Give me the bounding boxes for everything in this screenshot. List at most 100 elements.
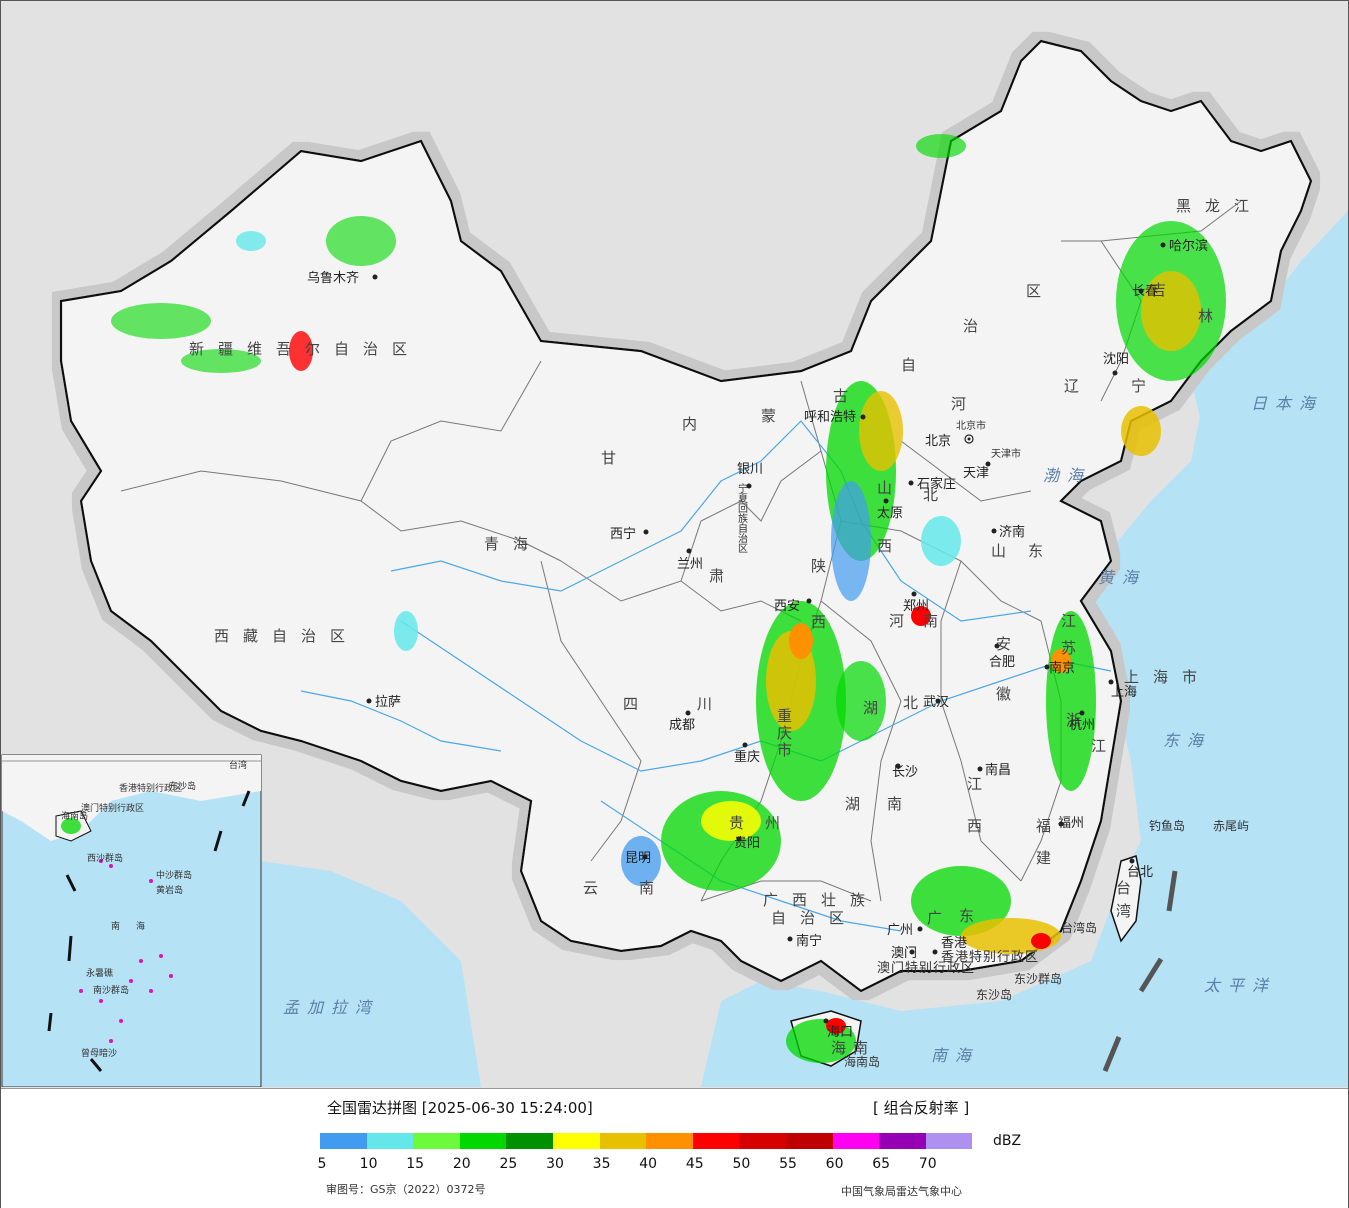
city-shenyang: 沈阳 <box>1103 352 1129 367</box>
tick-label: 20 <box>452 1156 471 1172</box>
color-cell-15 <box>413 1133 460 1149</box>
label-neimenggu-4: 自 <box>901 356 930 374</box>
label-gansu-1: 甘 <box>601 449 630 467</box>
city-zhengzhou: 郑州 <box>903 599 929 614</box>
island-labels: 钓鱼岛 赤尾屿 东沙群岛 东沙岛 海南岛 台湾岛 <box>844 818 1249 1069</box>
color-cell-60 <box>832 1133 880 1149</box>
tick-label: 15 <box>406 1156 425 1172</box>
city-lanzhou: 兰州 <box>677 557 703 572</box>
label-xinjiang: 新疆维吾尔自治区 <box>189 340 421 358</box>
color-cell-40 <box>646 1133 693 1149</box>
city-guiyang: 贵阳 <box>734 836 760 851</box>
inset-zhongsha: 中沙群岛 <box>156 869 192 881</box>
city-changchun: 长春 <box>1132 284 1158 299</box>
label-guizhou-1: 贵 <box>729 814 758 832</box>
city-nanning: 南宁 <box>796 933 822 949</box>
city-labels: 乌鲁木齐 拉萨 西宁 兰州 银川 呼和浩特 北京 太原 石家庄 天津 济南 郑州… <box>307 238 1208 1040</box>
label-neimenggu-5: 治 <box>963 317 992 335</box>
inset-macau: 澳门特别行政区 <box>81 802 144 814</box>
maritime-boundary <box>1102 870 1178 1072</box>
taiwan-island <box>1110 855 1142 943</box>
label-jilin-1: 吉 <box>1151 281 1180 299</box>
city-fuzhou: 福州 <box>1058 816 1084 831</box>
label-guangdong-2: 东 <box>959 907 988 925</box>
approval-number: 审图号：GS京（2022）0372号 <box>326 1183 486 1196</box>
city-urumqi: 乌鲁木齐 <box>307 270 359 286</box>
color-cell-70 <box>925 1133 973 1149</box>
inset-yongshu: 永暑礁 <box>86 967 113 979</box>
city-hangzhou: 杭州 <box>1069 718 1095 733</box>
city-taiyuan: 太原 <box>877 506 903 521</box>
city-macau: 澳门 <box>891 945 917 961</box>
issuing-center: 中国气象局雷达气象中心 <box>841 1185 962 1198</box>
color-cell-35 <box>599 1133 647 1149</box>
tick-label: 60 <box>825 1156 844 1172</box>
city-nanchang: 南昌 <box>985 762 1011 778</box>
color-cell-5 <box>320 1133 367 1149</box>
inset-nansha: 南沙群岛 <box>93 984 129 996</box>
color-cell-10 <box>366 1133 414 1149</box>
label-hunan-2: 南 <box>887 795 916 813</box>
tick-label: 65 <box>872 1156 891 1172</box>
city-lhasa: 拉萨 <box>375 695 401 710</box>
tick-label: 25 <box>499 1156 518 1172</box>
color-cell-50 <box>739 1133 786 1149</box>
label-hubei-1: 湖 <box>863 699 892 717</box>
tick-label: 40 <box>639 1156 658 1172</box>
city-changsha: 长沙 <box>892 765 918 780</box>
label-neimenggu-2: 蒙 <box>761 407 790 425</box>
label-zhejiang-2: 江 <box>1091 737 1120 755</box>
city-yinchuan: 银川 <box>737 462 763 477</box>
city-chongqing: 重庆 <box>734 749 760 765</box>
china-radar-map: 新疆维吾尔自治区 西藏自治区 青海 甘 肃 内 蒙 古 自 治 区 黑龙江 吉 … <box>1 39 1348 1087</box>
color-cell-65 <box>879 1133 926 1149</box>
label-shaanxi-2: 西 <box>811 613 840 631</box>
label-anhui-2: 徽 <box>996 685 1025 703</box>
south-china-sea-inset: 南海 西沙群岛 中沙群岛 黄岩岛 南沙群岛 曾母暗沙 永暑礁 东沙岛 海南岛 香… <box>1 754 262 1087</box>
label-guangxi-1: 广西壮族 <box>763 891 879 909</box>
ocean-japan <box>1181 281 1348 521</box>
inset-dongsha: 东沙岛 <box>169 780 196 792</box>
city-beijing: 北京 <box>925 434 951 449</box>
rivers <box>300 420 1112 932</box>
label-xizang: 西藏自治区 <box>214 627 359 645</box>
label-chongqing-2: 庆 <box>777 724 806 742</box>
label-jiangxi-2: 西 <box>967 817 996 835</box>
label-shandong-1: 山 <box>991 542 1020 560</box>
sea-nanhai: 南海 <box>931 1046 979 1065</box>
label-liaoning-1: 辽 <box>1064 377 1093 395</box>
color-cell-45 <box>692 1133 740 1149</box>
radar-legend: 全国雷达拼图 [2025-06-30 15:24:00] [ 组合反射率 ] d… <box>1 1088 1348 1208</box>
tick-label: 45 <box>685 1156 704 1172</box>
city-xian: 西安 <box>774 599 800 614</box>
city-chengdu: 成都 <box>669 718 695 733</box>
sea-donghai: 东海 <box>1163 731 1211 750</box>
city-hefei: 合肥 <box>989 655 1015 670</box>
tick-label: 50 <box>732 1156 751 1172</box>
island-chiwei: 赤尾屿 <box>1213 819 1249 833</box>
city-jinan: 济南 <box>999 524 1025 540</box>
sea-labels: 渤海 黄海 东海 南海 日本海 太平洋 孟加拉湾 <box>283 394 1315 1065</box>
product-name: [ 组合反射率 ] <box>873 1099 970 1117</box>
label-guangxi-2: 自治区 <box>771 909 858 927</box>
label-fujian-1: 福 <box>1036 817 1065 835</box>
label-henan-2: 南 <box>923 612 952 630</box>
label-zhejiang-1: 浙 <box>1066 711 1095 729</box>
tick-label: 10 <box>359 1156 378 1172</box>
label-hunan-1: 湖 <box>845 795 874 813</box>
label-taiwan-1: 台 <box>1116 879 1145 897</box>
inset-hainan: 海南岛 <box>61 810 88 822</box>
label-beijing-city: 北京市 <box>956 419 986 432</box>
unit-label: dBZ <box>993 1133 1022 1149</box>
radar-echoes <box>111 134 1226 1063</box>
label-shandong-2: 东 <box>1028 542 1057 560</box>
label-neimenggu-6: 区 <box>1026 282 1055 300</box>
tick-label: 30 <box>546 1156 564 1172</box>
label-heilongjiang: 黑龙江 <box>1176 197 1263 215</box>
city-guangzhou: 广州 <box>887 923 913 938</box>
label-hubei-2: 北 <box>903 694 932 712</box>
tick-label: 35 <box>592 1156 611 1172</box>
label-sichuan-2: 川 <box>697 695 726 713</box>
label-henan-1: 河 <box>889 612 918 630</box>
label-guizhou-2: 州 <box>765 814 794 832</box>
